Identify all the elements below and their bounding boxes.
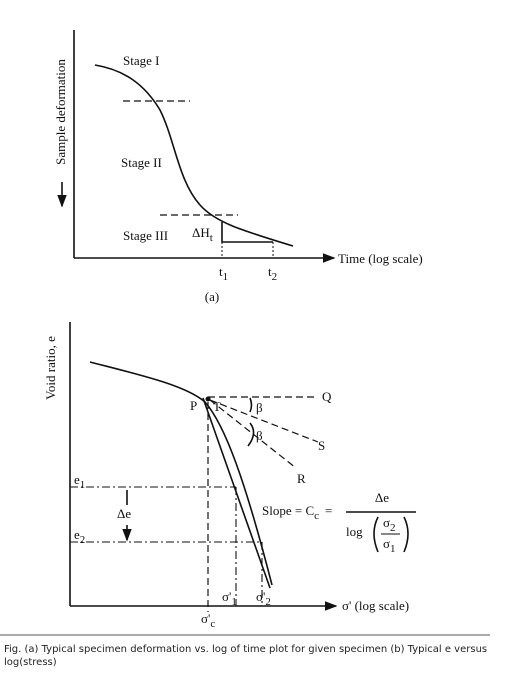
panel-b: Void ratio, e σ' (log scale) P T Q S R β… (43, 322, 416, 630)
caption: Fig. (a) Typical specimen deformation vs… (4, 644, 488, 668)
e2-label: e2 (74, 527, 85, 546)
label-part: = (325, 503, 332, 518)
x-axis-label: σ' (log scale) (342, 598, 409, 613)
line-label: R (297, 471, 306, 486)
panel-label: (a) (205, 289, 219, 304)
sigma-2: σ2 (383, 515, 396, 534)
label-part: σ' (256, 589, 265, 604)
slope-label: Slope = Cc = (262, 503, 332, 522)
label-part: Slope = C (262, 503, 314, 518)
line-label: Q (322, 389, 332, 404)
y-axis-label: Sample deformation (53, 59, 68, 165)
fraction-log: log (346, 524, 363, 539)
point-p (205, 396, 211, 402)
sigma-2-prime: σ'2 (256, 589, 271, 608)
y-axis-label: Void ratio, e (43, 336, 58, 400)
compression-curve (89, 361, 273, 586)
guide (235, 487, 263, 606)
sigma-1: σ1 (383, 536, 396, 555)
label-part: σ' (222, 589, 231, 604)
line-s (209, 399, 319, 443)
stage-label: Stage III (123, 228, 168, 243)
label-part: e (74, 472, 80, 487)
label-part: t (210, 232, 213, 244)
paren (373, 516, 409, 553)
panel-a: Sample deformation Time (log scale) Stag… (53, 30, 423, 304)
guide (70, 486, 262, 543)
stage-label: Stage II (121, 155, 162, 170)
e1-label: e1 (74, 472, 85, 491)
label-part: c (210, 618, 215, 630)
label-part: 2 (265, 596, 271, 608)
stage-label: Stage I (123, 53, 159, 68)
delta-e-label: Δe (117, 506, 131, 521)
label-part: t (268, 264, 272, 279)
point-label: T (213, 399, 221, 414)
label-part: t (219, 264, 223, 279)
label-part: σ' (201, 611, 210, 626)
label-part: 1 (231, 596, 237, 608)
guide (221, 242, 274, 258)
sigma-c: σ'c (201, 611, 215, 630)
angle-label: β (256, 428, 263, 443)
angle-arc (247, 422, 255, 447)
label-part: 2 (80, 534, 86, 546)
label-part: σ (383, 515, 390, 530)
angle-label: β (256, 400, 263, 415)
label-part: 1 (80, 479, 86, 491)
sigma-1-prime: σ'1 (222, 589, 237, 608)
label-part: c (314, 510, 319, 522)
t1-label: t1 (219, 264, 228, 283)
fraction-top: Δe (375, 490, 389, 505)
line-r (209, 399, 297, 469)
label-part: 1 (223, 271, 229, 283)
label-part: 2 (390, 522, 396, 534)
label-part: 2 (272, 271, 278, 283)
delta-h-label: ΔHt (192, 225, 213, 244)
t2-label: t2 (268, 264, 277, 283)
label-part: e (74, 527, 80, 542)
x-axis-label: Time (log scale) (338, 251, 423, 266)
label-part: 1 (390, 543, 396, 555)
point-label: P (190, 398, 197, 413)
label-part: ΔH (192, 225, 210, 240)
consolidation-curve (94, 64, 294, 247)
line-label: S (318, 438, 325, 453)
label-part: σ (383, 536, 390, 551)
angle-arc (249, 397, 253, 413)
